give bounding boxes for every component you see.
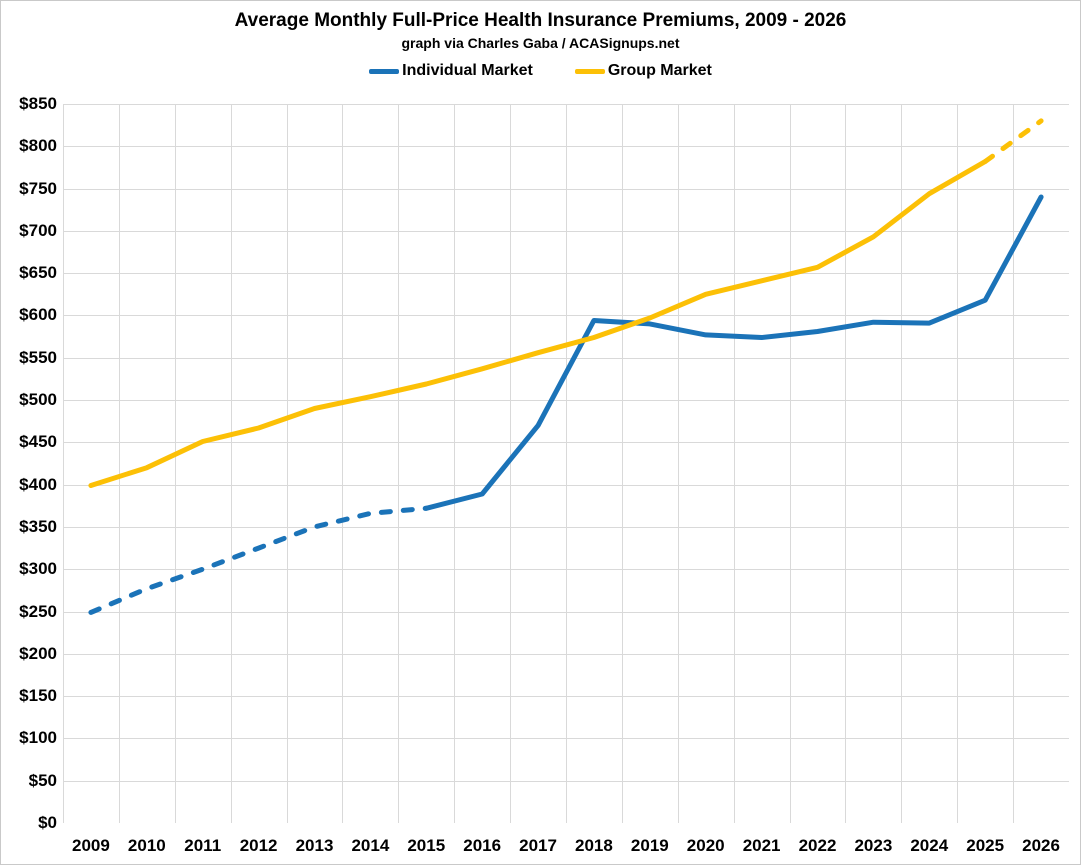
y-tick-label: $450 xyxy=(19,432,57,452)
y-tick-label: $200 xyxy=(19,643,57,663)
x-tick-label: 2020 xyxy=(686,836,725,855)
y-tick-label: $750 xyxy=(19,178,57,198)
y-tick-label: $300 xyxy=(19,559,57,579)
legend-swatch-icon xyxy=(369,68,400,74)
x-tick-label: 2016 xyxy=(463,836,502,855)
y-tick-label: $0 xyxy=(38,813,57,832)
x-tick-label: 2018 xyxy=(575,836,613,855)
y-tick-label: $400 xyxy=(19,474,57,494)
chart-svg xyxy=(63,104,1069,823)
x-tick-label: 2015 xyxy=(407,836,446,855)
legend: Individual Market Group Market xyxy=(1,62,1080,80)
y-tick-label: $50 xyxy=(28,770,57,790)
y-tick-label: $550 xyxy=(19,347,57,367)
x-tick-label: 2024 xyxy=(910,836,949,855)
chart-subtitle: graph via Charles Gaba / ACASignups.net xyxy=(401,35,680,51)
x-tick-label: 2019 xyxy=(630,836,669,855)
x-tick-label: 2009 xyxy=(72,836,110,855)
legend-item-group-market: Group Market xyxy=(574,62,712,80)
x-tick-label: 2014 xyxy=(351,836,390,855)
y-tick-label: $600 xyxy=(19,305,57,325)
legend-label: Group Market xyxy=(607,62,712,79)
y-tick-label: $800 xyxy=(19,136,57,156)
y-tick-label: $850 xyxy=(19,94,57,113)
series-line-individual-market-dashed xyxy=(88,505,429,615)
series-line-group-market-solid xyxy=(88,159,988,488)
y-tick-label: $150 xyxy=(19,686,57,706)
x-tick-label: 2010 xyxy=(127,836,166,855)
y-tick-label: $350 xyxy=(19,516,57,536)
plot-area xyxy=(63,104,1069,823)
x-tick-label: 2012 xyxy=(239,836,278,855)
y-tick-label: $250 xyxy=(19,601,57,621)
chart-title: Average Monthly Full-Price Health Insura… xyxy=(234,10,847,31)
x-tick-label: 2021 xyxy=(742,836,781,855)
x-tick-label: 2022 xyxy=(798,836,837,855)
legend-swatch-icon xyxy=(574,68,605,74)
y-tick-label: $700 xyxy=(19,220,57,240)
x-tick-label: 2011 xyxy=(184,836,222,855)
x-tick-label: 2017 xyxy=(519,836,557,855)
y-tick-label: $100 xyxy=(19,728,57,748)
x-tick-label: 2025 xyxy=(966,836,1005,855)
x-tick-label: 2023 xyxy=(854,836,893,855)
x-tick-label: 2026 xyxy=(1022,836,1060,855)
y-tick-label: $500 xyxy=(19,390,57,410)
series-line-individual-market-solid xyxy=(423,194,1044,511)
legend-label: Individual Market xyxy=(402,62,533,79)
y-tick-label: $650 xyxy=(19,263,57,283)
gridlines xyxy=(63,104,1069,823)
legend-item-individual-market: Individual Market xyxy=(369,62,533,80)
x-tick-label: 2013 xyxy=(295,836,334,855)
